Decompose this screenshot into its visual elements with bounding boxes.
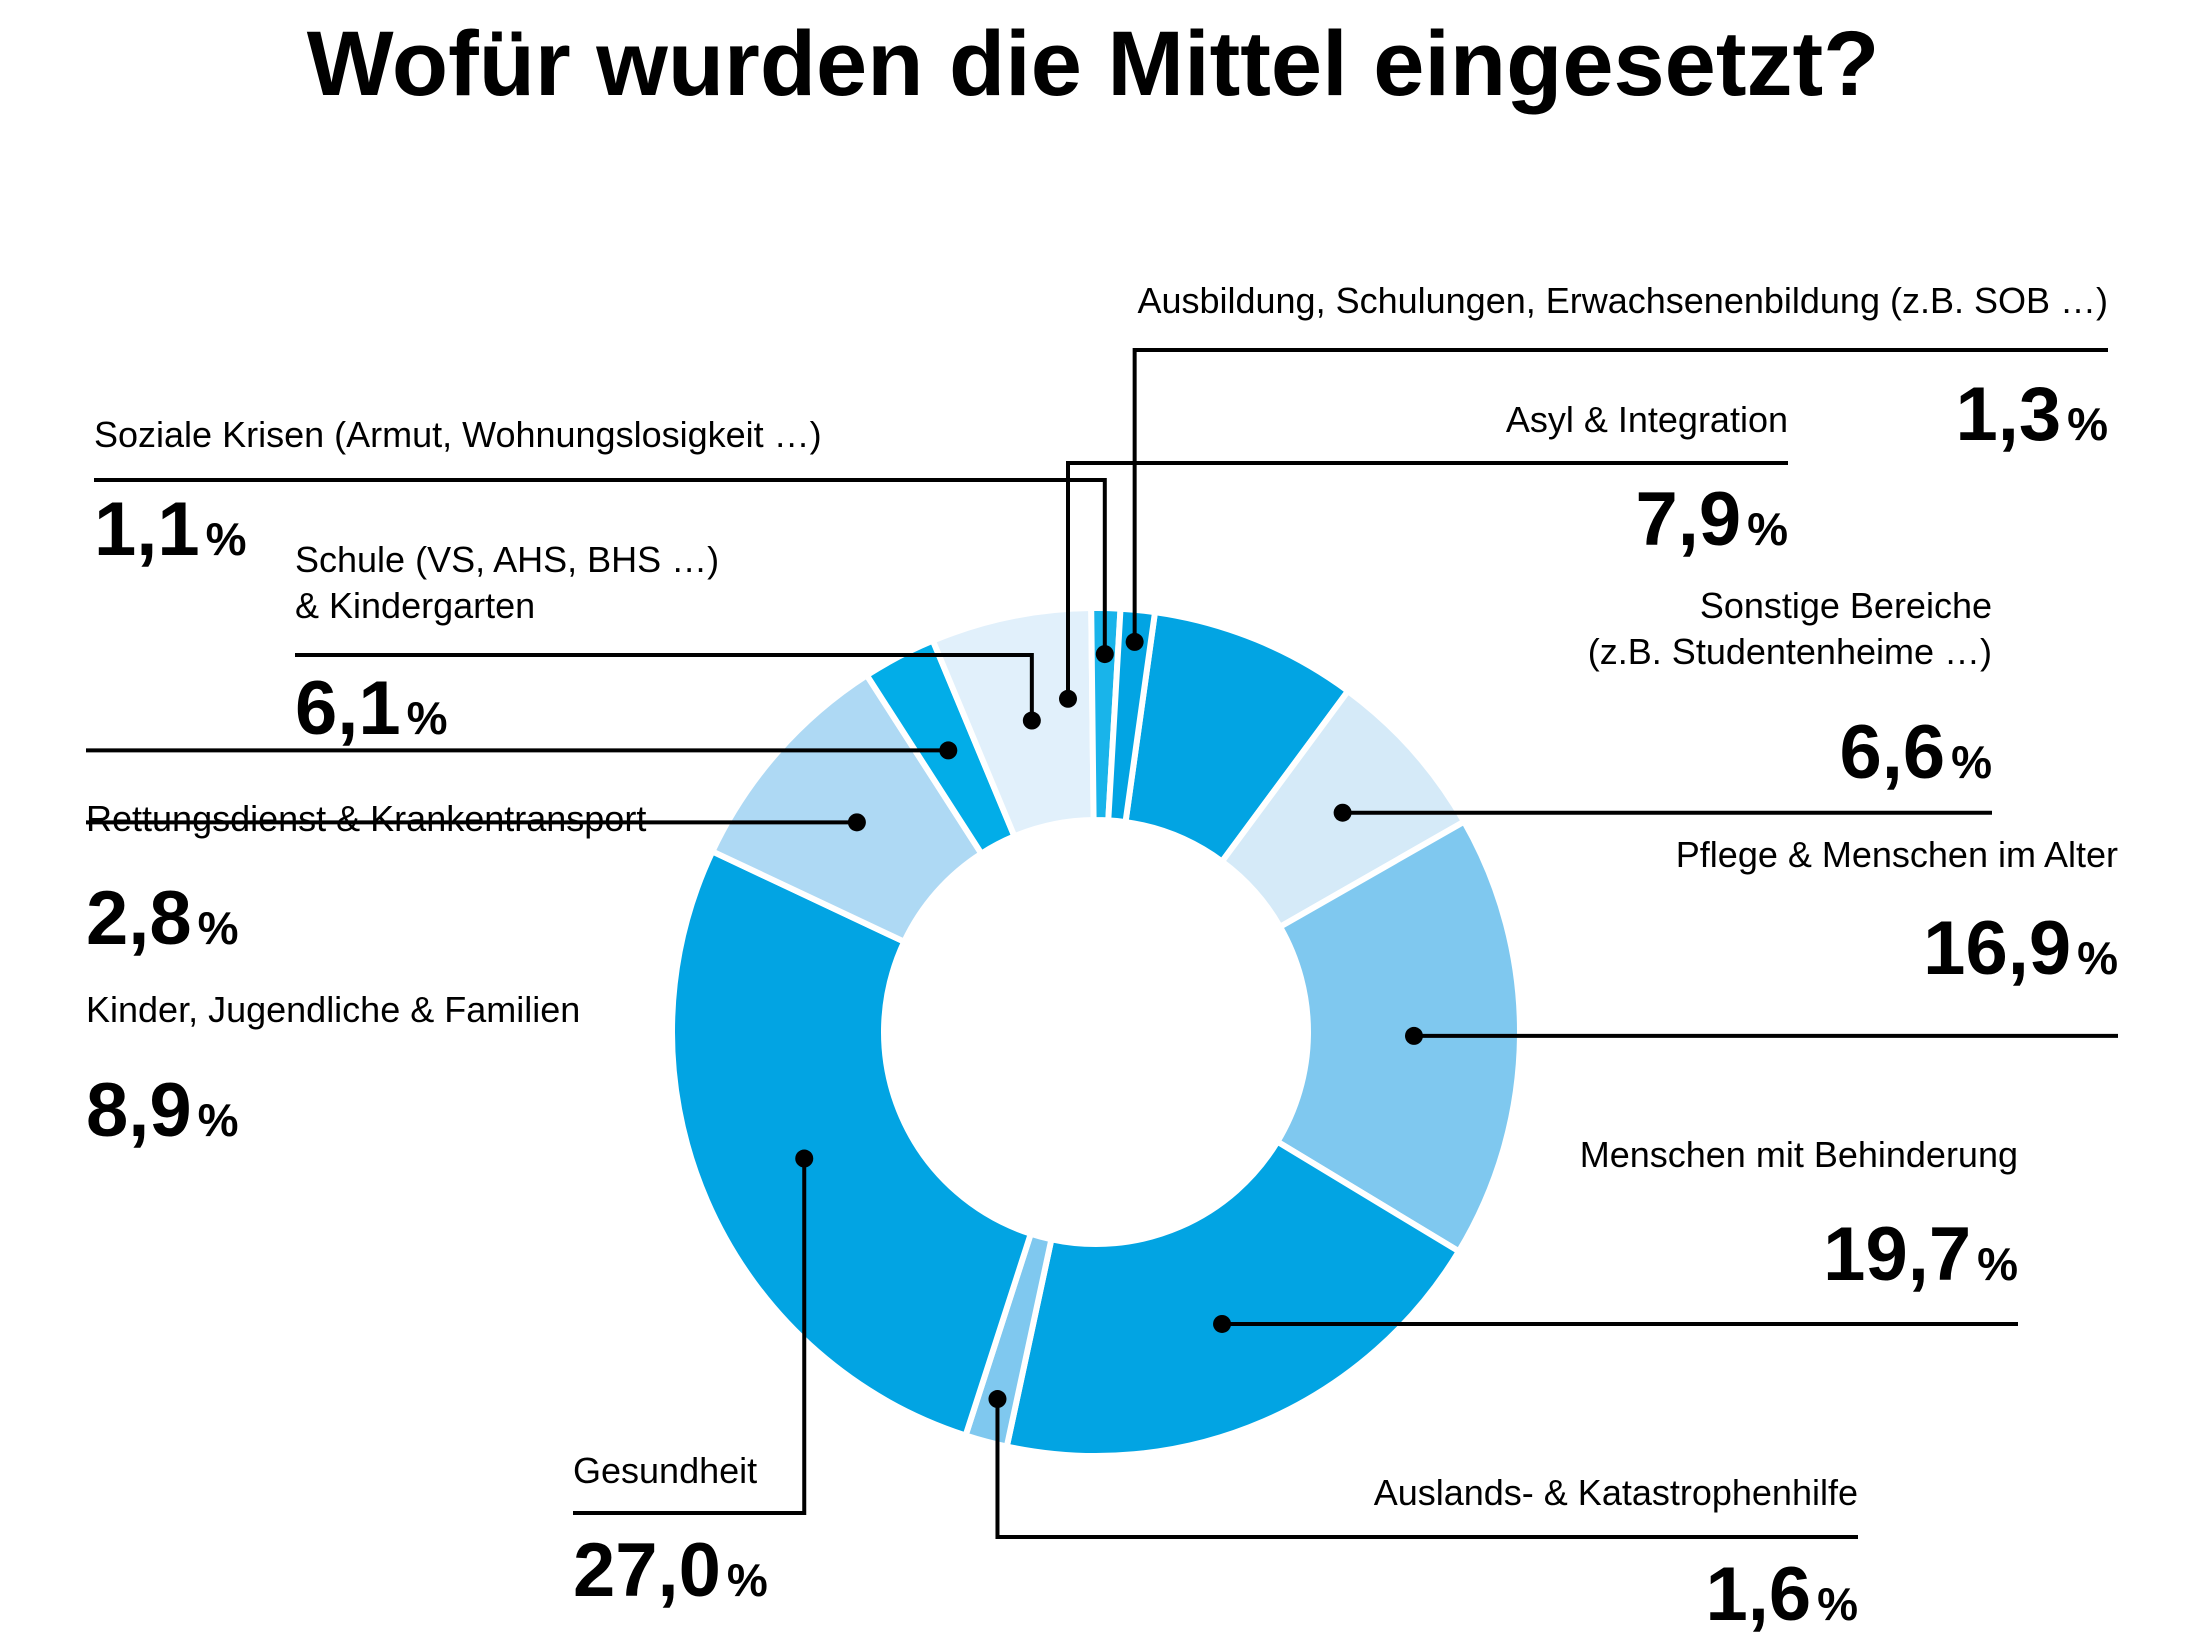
donut-slices [669,605,1523,1459]
leader-dot-ausbildung [1125,632,1144,651]
slice-behinderung [1003,1138,1462,1459]
leader-dot-asyl [1059,689,1077,708]
leader-dot-pflege [1404,1026,1423,1045]
leader-dot-ausland [988,1390,1007,1409]
value-sonstige: 6,6% [1839,710,1992,795]
leader-line-soziale [94,478,1107,655]
slice-ausbildung [1105,605,1159,826]
value-rettung: 2,8% [86,876,239,961]
slice-gesundheit [669,848,1034,1439]
value-ausland: 1,6% [1705,1552,1858,1637]
leader-dot-gesundheit [795,1149,814,1168]
slice-pflege [1274,818,1523,1255]
label-kinder: Kinder, Jugendliche & Familien [86,989,580,1030]
leader-line-gesundheit [573,1158,807,1515]
label-asyl: Asyl & Integration [1506,399,1788,440]
leader-dot-schule [1022,711,1041,730]
value-ausbildung: 1,3% [1955,372,2108,457]
leader-dot-behinderung [1213,1314,1232,1333]
value-soziale: 1,1% [94,487,247,572]
value-kinder: 8,9% [86,1068,239,1153]
leader-dot-rettung [939,741,958,760]
label-ausbildung: Ausbildung, Schulungen, Erwachsenenbildu… [1137,280,2108,321]
leader-line-asyl [1066,461,1788,699]
label-sonstige-1: Sonstige Bereiche [1700,585,1992,626]
label-soziale: Soziale Krisen (Armut, Wohnungslosigkeit… [94,414,822,455]
value-gesundheit: 27,0% [573,1528,768,1613]
label-ausland: Auslands- & Katastrophenhilfe [1374,1472,1858,1513]
label-schule-2: & Kindergarten [295,585,535,626]
value-pflege: 16,9% [1923,906,2118,991]
leader-dot-kinder [847,813,866,832]
value-asyl: 7,9% [1635,477,1788,562]
leader-line-ausbildung [1132,348,2108,642]
label-schule-1: Schule (VS, AHS, BHS …) [295,539,719,580]
value-schule: 6,1% [295,666,448,751]
leader-dot-sonstige [1333,803,1352,822]
label-sonstige-2: (z.B. Studentenheime …) [1588,631,1992,672]
label-rettung: Rettungsdienst & Krankentransport [86,798,646,839]
label-pflege: Pflege & Menschen im Alter [1676,834,2118,875]
leader-dot-soziale [1095,645,1114,664]
value-behinderung: 19,7% [1823,1212,2018,1297]
label-behinderung: Menschen mit Behinderung [1580,1134,2018,1175]
label-gesundheit: Gesundheit [573,1450,757,1491]
leader-line-schule [295,653,1034,721]
chart-title: Wofür wurden die Mittel eingesetzt? [307,13,1880,115]
leader-line-ausland [995,1399,1858,1539]
callouts: Asyl & Integration 7,9 % Sonstige Bereiche (… [86,280,2118,1637]
